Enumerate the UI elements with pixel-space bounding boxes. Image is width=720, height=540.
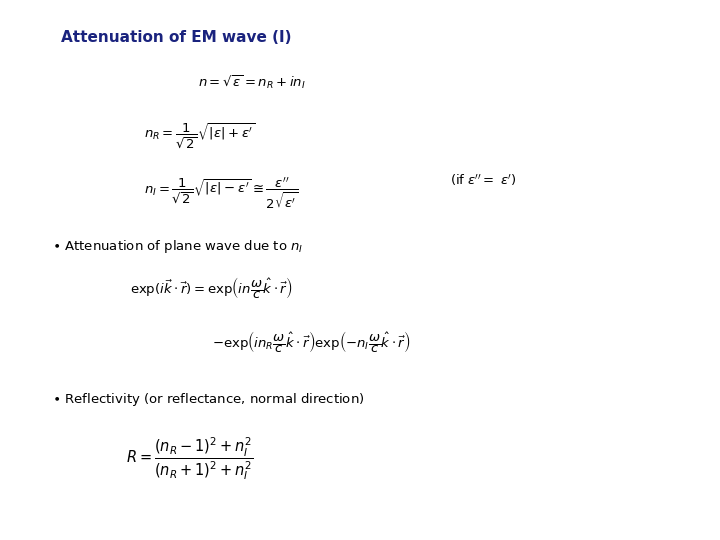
Text: $\bullet$ Reflectivity (or reflectance, normal direction): $\bullet$ Reflectivity (or reflectance, … <box>52 392 364 408</box>
Text: $n = \sqrt{\varepsilon} = n_R + in_I$: $n = \sqrt{\varepsilon} = n_R + in_I$ <box>198 73 306 91</box>
Text: Attenuation of EM wave (I): Attenuation of EM wave (I) <box>61 30 292 45</box>
Text: $n_I = \dfrac{1}{\sqrt{2}}\sqrt{|\varepsilon|-\varepsilon^{\prime}} \cong \dfrac: $n_I = \dfrac{1}{\sqrt{2}}\sqrt{|\vareps… <box>144 176 298 211</box>
Text: $\bullet$ Attenuation of plane wave due to $n_I$: $\bullet$ Attenuation of plane wave due … <box>52 238 303 254</box>
Text: $\exp(i\vec{k}\cdot\vec{r}) = \exp\!\left(in\dfrac{\omega}{c}\hat{k}\cdot\vec{r}: $\exp(i\vec{k}\cdot\vec{r}) = \exp\!\lef… <box>130 275 292 301</box>
Text: $-\exp\!\left(in_R\dfrac{\omega}{c}\hat{k}\cdot\vec{r}\right)\exp\!\left(-n_I\df: $-\exp\!\left(in_R\dfrac{\omega}{c}\hat{… <box>212 329 411 355</box>
Text: $R = \dfrac{(n_R-1)^2+n_I^2}{(n_R+1)^2+n_I^2}$: $R = \dfrac{(n_R-1)^2+n_I^2}{(n_R+1)^2+n… <box>126 435 253 482</box>
Text: $(\mathrm{if}\;\varepsilon^{\prime\prime}=\;\varepsilon^{\prime})$: $(\mathrm{if}\;\varepsilon^{\prime\prime… <box>450 173 517 188</box>
Text: $n_R = \dfrac{1}{\sqrt{2}}\sqrt{|\varepsilon|+\varepsilon^{\prime}}$: $n_R = \dfrac{1}{\sqrt{2}}\sqrt{|\vareps… <box>144 122 256 150</box>
